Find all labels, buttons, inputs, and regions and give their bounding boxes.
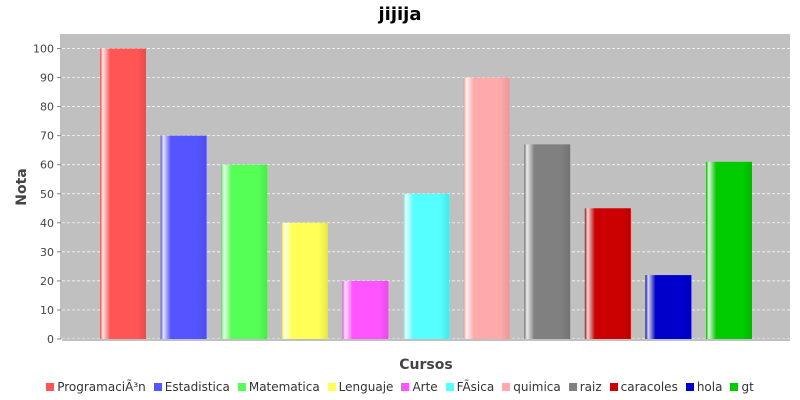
- bar-raiz[interactable]: [524, 144, 571, 339]
- bar-arte[interactable]: [342, 280, 389, 339]
- y-tick-label: 80: [40, 101, 54, 114]
- legend-label: Arte: [412, 380, 438, 394]
- bar-programaci-n[interactable]: [100, 48, 146, 340]
- y-tick-label: 60: [40, 159, 54, 172]
- bar-caracoles[interactable]: [584, 208, 631, 339]
- bar-hola[interactable]: [645, 275, 692, 339]
- legend-item-hola: hola: [685, 380, 723, 394]
- bar-quimica[interactable]: [463, 77, 510, 340]
- legend-swatch: [327, 383, 336, 391]
- legend-label: Lenguaje: [338, 380, 394, 394]
- y-tick-label: 70: [40, 130, 54, 143]
- bar-estadistica[interactable]: [160, 135, 207, 339]
- y-tick-label: 50: [40, 188, 54, 201]
- legend-item-f-sica: FÃ­sica: [445, 380, 495, 394]
- legend-swatch: [237, 383, 246, 391]
- legend-swatch: [685, 383, 694, 391]
- legend-item-estadistica: Estadistica: [153, 380, 230, 394]
- legend-swatch: [401, 383, 410, 391]
- legend-item-gt: gt: [730, 380, 754, 394]
- legend-label: FÃ­sica: [456, 380, 495, 394]
- chart-title: jijija: [378, 4, 422, 25]
- y-tick-label: 100: [33, 43, 54, 56]
- legend-label: Estadistica: [164, 380, 230, 394]
- bar-matematica[interactable]: [221, 164, 268, 339]
- legend-swatch: [730, 383, 739, 391]
- legend-item-programaci-n: ProgramaciÃ³n: [46, 380, 146, 394]
- y-tick-label: 0: [47, 333, 54, 346]
- bars: [100, 48, 752, 340]
- legend-item-matematica: Matematica: [237, 380, 320, 394]
- bar-gt[interactable]: [706, 161, 752, 339]
- legend-swatch: [46, 383, 55, 391]
- legend-label: caracoles: [620, 380, 678, 394]
- legend-swatch: [445, 383, 454, 391]
- legend-swatch: [609, 383, 618, 391]
- y-tick-label: 10: [40, 304, 54, 317]
- legend-swatch: [568, 383, 577, 391]
- legend: ProgramaciÃ³n Estadistica Matematica Lengua…: [0, 380, 800, 394]
- y-tick-label: 20: [40, 275, 54, 288]
- legend-item-lenguaje: Lenguaje: [327, 380, 394, 394]
- y-axis-ticks: 0 10 20 30 40 50 60 70 80 90 100: [33, 43, 61, 346]
- bar-lenguaje[interactable]: [281, 222, 328, 339]
- legend-swatch: [502, 383, 511, 391]
- legend-label: ProgramaciÃ³n: [57, 380, 146, 394]
- legend-item-quimica: quimica: [502, 380, 561, 394]
- legend-item-arte: Arte: [401, 380, 438, 394]
- y-tick-label: 40: [40, 217, 54, 230]
- legend-label: Matematica: [248, 380, 320, 394]
- legend-label: raiz: [579, 380, 602, 394]
- legend-swatch: [153, 383, 162, 391]
- y-axis-label: Nota: [14, 168, 30, 205]
- x-axis-label: Cursos: [399, 357, 452, 373]
- legend-label: quimica: [513, 380, 561, 394]
- bar-f-sica[interactable]: [403, 193, 449, 339]
- y-tick-label: 90: [40, 72, 54, 85]
- legend-item-raiz: raiz: [568, 380, 602, 394]
- legend-label: hola: [696, 380, 723, 394]
- y-tick-label: 30: [40, 246, 54, 259]
- legend-item-caracoles: caracoles: [609, 380, 678, 394]
- legend-label: gt: [741, 380, 754, 394]
